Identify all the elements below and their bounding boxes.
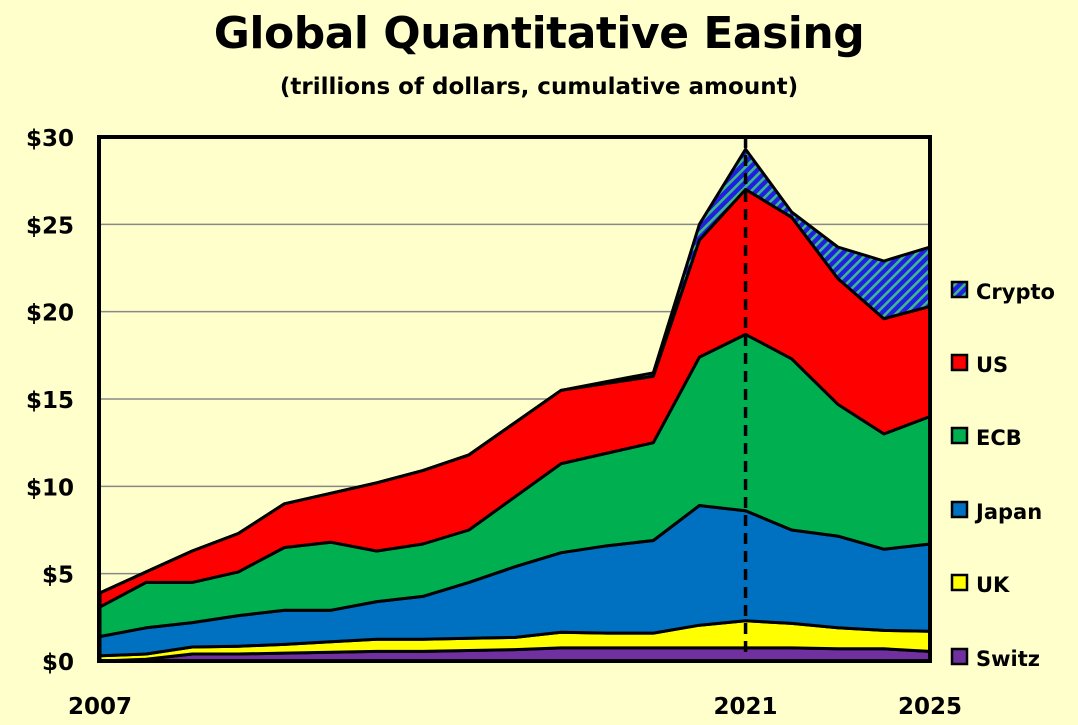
legend-swatch xyxy=(950,573,969,592)
chart-subtitle: (trillions of dollars, cumulative amount… xyxy=(279,74,799,100)
legend-item-us: US xyxy=(950,353,1008,377)
y-tick-label: $0 xyxy=(42,650,74,676)
legend-label: ECB xyxy=(976,426,1022,450)
legend-swatch xyxy=(950,500,969,519)
legend-label: US xyxy=(976,353,1008,377)
y-tick-label: $30 xyxy=(26,126,74,152)
legend-label: Switz xyxy=(976,647,1040,671)
legend: Crypto US ECB Japan UK Switz xyxy=(950,280,1055,671)
legend-label: Japan xyxy=(974,500,1042,524)
legend-item-uk: UK xyxy=(950,573,1010,597)
legend-item-crypto: Crypto xyxy=(950,280,1055,304)
chart-title: Global Quantitative Easing xyxy=(213,8,865,59)
legend-swatch xyxy=(950,647,969,666)
stacked-areas xyxy=(98,147,932,663)
legend-swatch xyxy=(950,353,969,372)
legend-swatch xyxy=(950,280,969,299)
x-tick-label: 2025 xyxy=(898,694,962,720)
y-tick-label: $15 xyxy=(26,388,74,414)
y-tick-label: $20 xyxy=(26,301,74,327)
y-tick-label: $10 xyxy=(26,475,74,501)
legend-item-ecb: ECB xyxy=(950,426,1022,450)
plot-frame xyxy=(97,135,932,663)
legend-swatch xyxy=(950,426,969,445)
x-axis-labels: 2007 2021 2025 xyxy=(68,694,962,720)
legend-item-switz: Switz xyxy=(950,647,1040,671)
legend-label: UK xyxy=(976,573,1010,597)
y-tick-label: $5 xyxy=(42,563,74,589)
y-axis-labels: $0 $5 $10 $15 $20 $25 $30 xyxy=(26,126,74,676)
x-tick-label: 2007 xyxy=(68,694,132,720)
legend-label: Crypto xyxy=(976,280,1055,304)
y-tick-label: $25 xyxy=(26,213,74,239)
legend-item-japan: Japan xyxy=(950,500,1042,524)
x-tick-label: 2021 xyxy=(714,694,778,720)
